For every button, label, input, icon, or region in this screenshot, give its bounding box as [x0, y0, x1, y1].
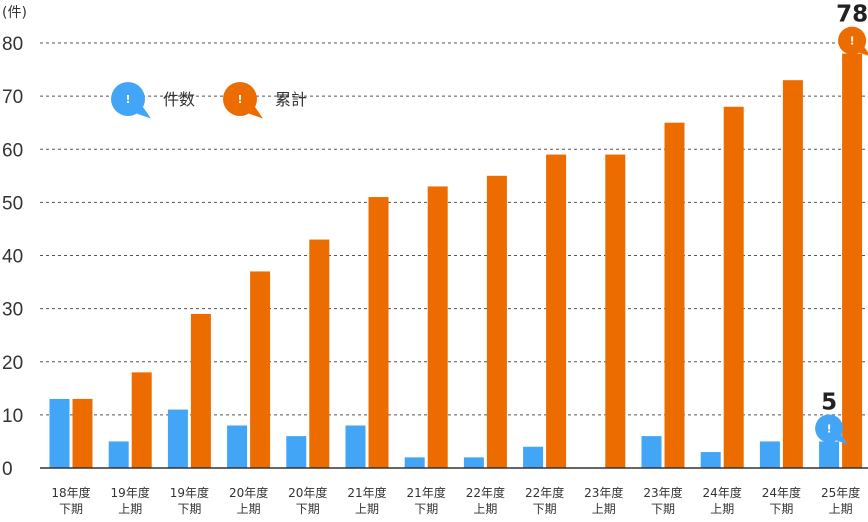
- bar-count: [463, 457, 484, 468]
- bubble-tail: [133, 104, 151, 119]
- x-tick-label: 20年度: [229, 485, 268, 500]
- legend-label: 累計: [275, 90, 307, 109]
- x-tick-label: 23年度: [584, 485, 623, 500]
- bubble-body: [815, 414, 844, 443]
- x-tick-label: 上期: [710, 502, 734, 516]
- x-tick-label: 22年度: [466, 485, 505, 500]
- bar-count: [641, 436, 662, 468]
- bubble-body: [223, 82, 257, 116]
- x-tick-label: 21年度: [347, 485, 386, 500]
- bar-cumulative: [309, 239, 330, 468]
- bubble-body: [838, 26, 867, 55]
- bar-count: [523, 446, 544, 468]
- y-unit-label: (件): [2, 5, 27, 21]
- bar-cumulative: [486, 175, 507, 468]
- x-tick-label: 23年度: [643, 485, 682, 500]
- bar-cumulative: [427, 186, 448, 468]
- x-tick-label: 上期: [473, 502, 497, 516]
- bar-count: [227, 425, 248, 468]
- bubble-tail: [245, 104, 263, 119]
- grid: [40, 42, 868, 416]
- x-tick-label: 上期: [118, 502, 142, 516]
- bar-cumulative: [250, 271, 271, 468]
- x-tick-label: 下期: [59, 502, 83, 516]
- x-tick-label: 21年度: [407, 485, 446, 500]
- x-tick-label: 22年度: [525, 485, 564, 500]
- x-tick-label: 下期: [533, 502, 557, 516]
- bar-cumulative: [782, 80, 803, 468]
- x-tick-label: 19年度: [170, 485, 209, 500]
- x-tick-label: 18年度: [51, 485, 90, 500]
- bar-count: [108, 441, 129, 468]
- bubble-mark: !: [827, 422, 832, 435]
- bar-count: [759, 441, 780, 468]
- y-tick-label: 60: [2, 140, 23, 161]
- y-tick-label: 30: [2, 300, 23, 321]
- annotation-bubble-icon: !: [815, 414, 848, 445]
- bar-count: [49, 398, 70, 468]
- x-tick-label: 24年度: [762, 485, 801, 500]
- bar-cumulative: [368, 197, 389, 468]
- bar-count: [700, 452, 721, 468]
- legend-bubble-icon: !: [111, 82, 151, 119]
- annotation-label: 78: [836, 2, 868, 28]
- x-tick-label: 下期: [177, 502, 201, 516]
- bar-cumulative: [605, 154, 626, 468]
- legend-bubble-icon: !: [223, 82, 263, 119]
- x-tick-label: 上期: [829, 502, 853, 516]
- legend-label: 件数: [163, 90, 195, 109]
- x-tick-label: 25年度: [821, 485, 860, 500]
- x-tick-label: 上期: [592, 502, 616, 516]
- bubble-tail: [857, 45, 868, 56]
- bar-count: [404, 457, 425, 468]
- bubble-mark: !: [125, 93, 130, 106]
- y-tick-label: 80: [2, 34, 23, 55]
- bar-count: [819, 441, 840, 468]
- y-tick-label: 10: [2, 406, 23, 427]
- x-tick-label: 下期: [296, 502, 320, 516]
- bar-cumulative: [72, 398, 93, 468]
- y-tick-label: 0: [2, 459, 13, 480]
- bar-count: [345, 425, 366, 468]
- bar-cumulative: [664, 122, 685, 468]
- x-tick-label: 下期: [651, 502, 675, 516]
- annotation-bubble-icon: !: [838, 26, 868, 56]
- x-tick-label: 下期: [414, 502, 438, 516]
- annotations: ! 5! 78: [815, 2, 868, 445]
- bar-cumulative: [723, 106, 744, 468]
- y-tick-label: 70: [2, 87, 23, 108]
- x-tick-label: 20年度: [288, 485, 327, 500]
- bar-count: [167, 409, 188, 468]
- x-tick-label: 上期: [355, 502, 379, 516]
- x-tick-label: 24年度: [703, 485, 742, 500]
- bar-count: [286, 436, 307, 468]
- bar-cumulative: [842, 53, 863, 468]
- annotation-label: 5: [821, 389, 837, 415]
- bar-cumulative: [190, 313, 211, 468]
- bubble-body: [111, 82, 145, 116]
- bars: [49, 53, 863, 468]
- bar-cumulative: [546, 154, 567, 468]
- bubble-mark: !: [237, 93, 242, 106]
- legend: ! 件数! 累計: [111, 82, 307, 119]
- bubble-mark: !: [850, 35, 855, 48]
- x-tick-label: 19年度: [111, 485, 150, 500]
- y-tick-label: 50: [2, 193, 23, 214]
- y-tick-label: 40: [2, 247, 23, 268]
- y-tick-label: 20: [2, 353, 23, 374]
- x-tick-label: 上期: [237, 502, 261, 516]
- x-tick-label: 下期: [769, 502, 793, 516]
- bar-cumulative: [131, 372, 152, 468]
